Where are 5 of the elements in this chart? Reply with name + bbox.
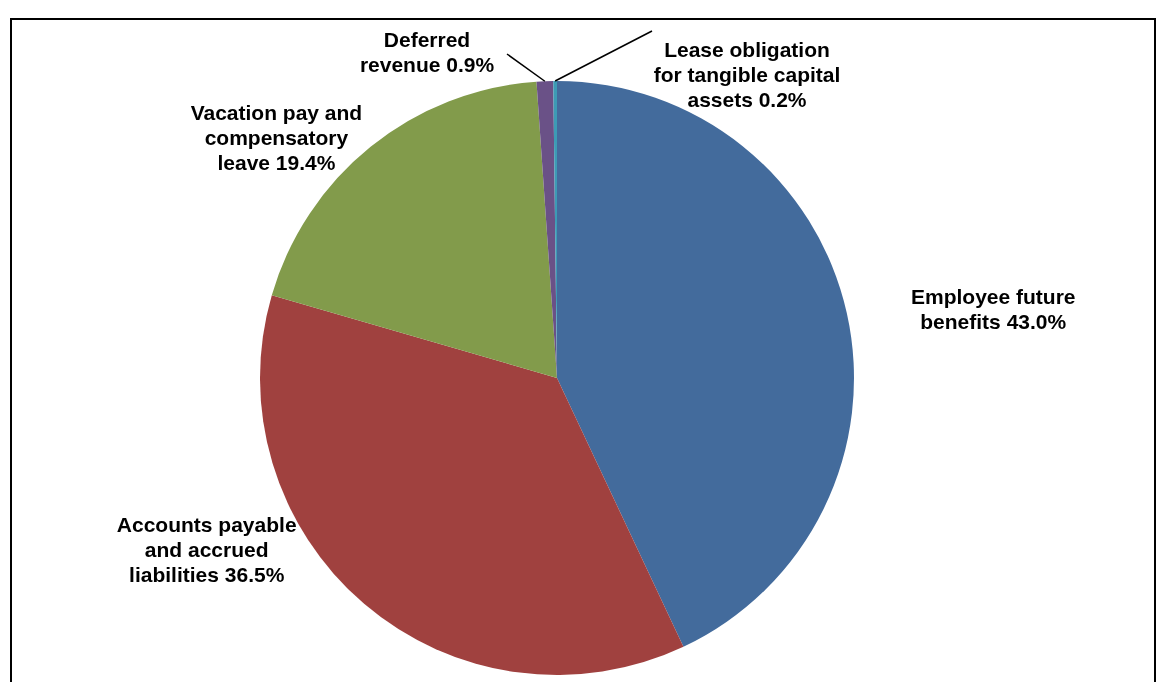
slice-label: Lease obligation for tangible capital assets 0.2% [653, 37, 841, 111]
slice-label: Vacation pay and compensatory leave 19.4% [190, 100, 363, 174]
slice-label: Deferred revenue 0.9% [359, 28, 495, 77]
slice-label: Employee future benefits 43.0% [910, 285, 1076, 334]
slice-label: Accounts payable and accrued liabilities 36.5% [116, 513, 297, 587]
